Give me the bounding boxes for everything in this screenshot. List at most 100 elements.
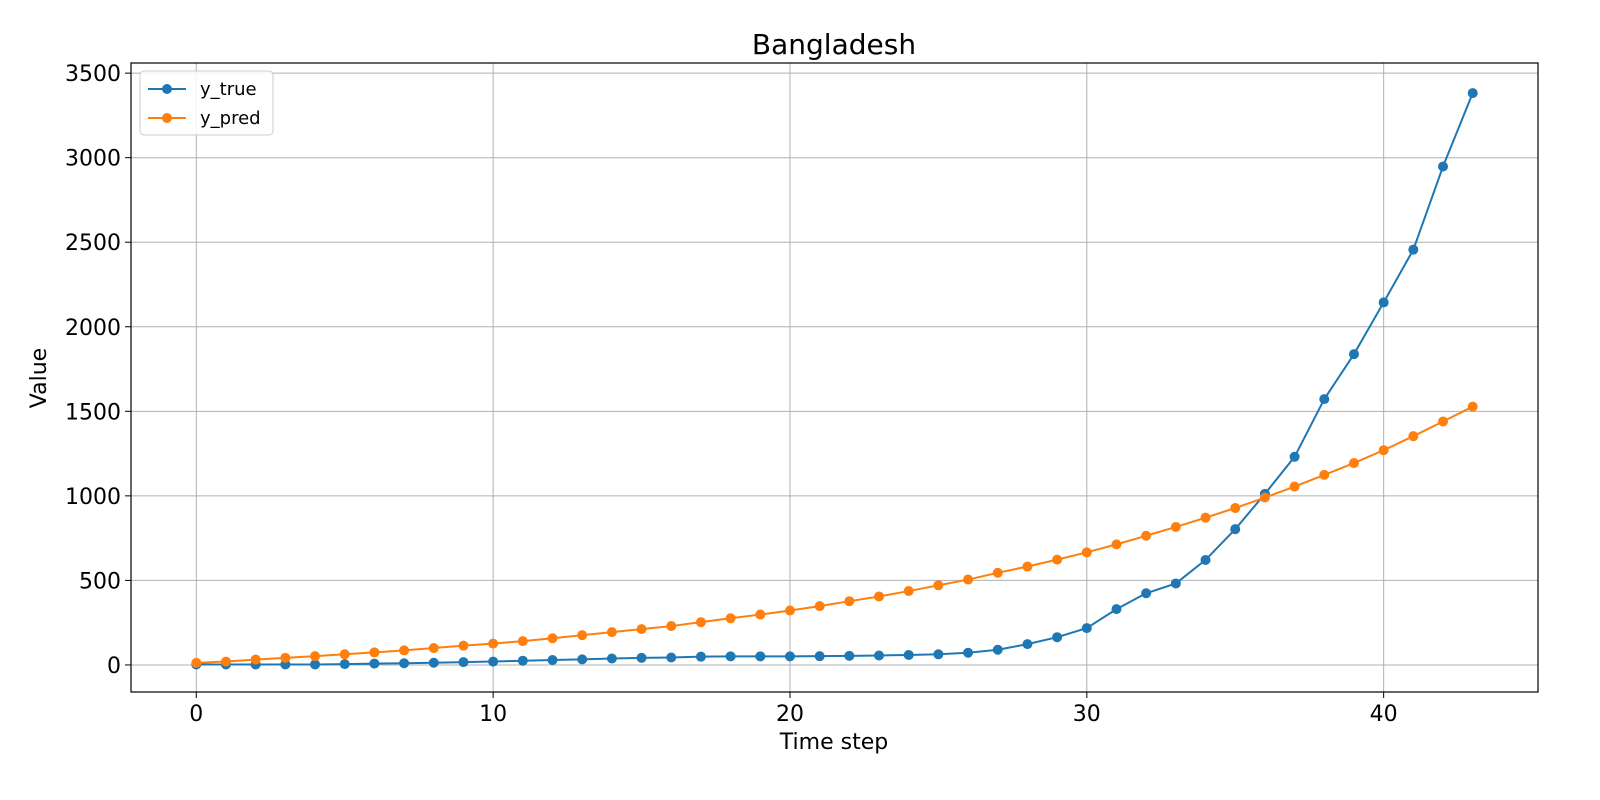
data-point-y_true bbox=[666, 652, 677, 663]
y-tick-label: 2500 bbox=[65, 231, 121, 256]
data-point-y_pred bbox=[1111, 539, 1122, 550]
data-point-y_true bbox=[488, 656, 499, 667]
plot-frame bbox=[130, 62, 1539, 693]
y-tick-label: 3500 bbox=[65, 62, 121, 87]
data-point-y_pred bbox=[1408, 431, 1419, 442]
data-point-y_pred bbox=[903, 586, 914, 597]
series-y_pred bbox=[191, 401, 1478, 668]
y-axis-ticks: 0 500 1000 1500 2000 2500 3000 3500 bbox=[65, 62, 131, 679]
data-point-y_pred bbox=[1052, 554, 1063, 565]
data-point-y_true bbox=[755, 651, 766, 662]
data-point-y_true bbox=[636, 652, 647, 663]
data-point-y_pred bbox=[191, 657, 202, 668]
legend: y_true y_pred bbox=[139, 70, 274, 136]
x-tick-label: 10 bbox=[479, 702, 507, 727]
data-point-y_pred bbox=[963, 574, 974, 585]
y-axis-label: Value bbox=[27, 348, 52, 408]
data-point-y_pred bbox=[517, 636, 528, 647]
data-point-y_pred bbox=[784, 605, 795, 616]
data-point-y_pred bbox=[1200, 512, 1211, 523]
data-point-y_true bbox=[1081, 623, 1092, 634]
data-point-y_pred bbox=[310, 651, 321, 662]
y-tick-label: 2000 bbox=[65, 316, 121, 341]
y-tick-label: 1500 bbox=[65, 400, 121, 425]
data-point-y_true bbox=[1289, 451, 1300, 462]
data-point-y_true bbox=[874, 650, 885, 661]
y-tick-label: 3000 bbox=[65, 147, 121, 172]
x-tick-label: 30 bbox=[1073, 702, 1101, 727]
grid-lines bbox=[131, 63, 1538, 692]
data-point-y_pred bbox=[399, 645, 410, 656]
data-point-y_true bbox=[399, 658, 410, 669]
data-point-y_true bbox=[1319, 394, 1330, 405]
data-point-y_pred bbox=[755, 609, 766, 620]
data-point-y_true bbox=[1170, 578, 1181, 589]
data-point-y_pred bbox=[280, 652, 291, 663]
data-point-y_true bbox=[310, 659, 321, 670]
data-point-y_pred bbox=[369, 647, 380, 658]
data-point-y_pred bbox=[844, 596, 855, 607]
data-point-y_pred bbox=[606, 627, 617, 638]
data-point-y_true bbox=[1378, 297, 1389, 308]
data-point-y_true bbox=[1200, 554, 1211, 565]
y-tick-label: 500 bbox=[79, 569, 121, 594]
legend-marker-y_true bbox=[162, 84, 172, 94]
data-point-y_pred bbox=[1348, 458, 1359, 469]
data-point-y_true bbox=[1438, 161, 1449, 172]
data-point-y_true bbox=[1052, 632, 1063, 643]
data-point-y_pred bbox=[547, 633, 558, 644]
series-line-y_true bbox=[196, 92, 1474, 666]
x-tick-label: 40 bbox=[1370, 702, 1398, 727]
data-point-y_pred bbox=[1438, 416, 1449, 427]
data-point-y_true bbox=[725, 651, 736, 662]
data-point-y_pred bbox=[725, 613, 736, 624]
data-point-y_pred bbox=[458, 640, 469, 651]
data-point-y_pred bbox=[933, 580, 944, 591]
data-point-y_pred bbox=[1170, 521, 1181, 532]
data-point-y_pred bbox=[992, 567, 1003, 578]
data-point-y_true bbox=[369, 658, 380, 669]
data-point-y_pred bbox=[1141, 530, 1152, 541]
data-point-y_pred bbox=[636, 624, 647, 635]
legend-label-y_true: y_true bbox=[200, 79, 257, 100]
data-point-y_pred bbox=[339, 649, 350, 660]
data-point-y_pred bbox=[695, 617, 706, 628]
y-tick-label: 0 bbox=[107, 654, 121, 679]
data-point-y_pred bbox=[220, 656, 231, 667]
x-tick-label: 0 bbox=[189, 702, 203, 727]
series-layer bbox=[191, 88, 1478, 670]
data-point-y_pred bbox=[1230, 503, 1241, 514]
data-point-y_pred bbox=[1259, 492, 1270, 503]
data-point-y_pred bbox=[1467, 401, 1478, 412]
data-point-y_pred bbox=[1081, 547, 1092, 558]
data-point-y_true bbox=[814, 651, 825, 662]
data-point-y_true bbox=[933, 649, 944, 660]
series-line-y_pred bbox=[196, 405, 1474, 664]
y-tick-label: 1000 bbox=[65, 485, 121, 510]
data-point-y_true bbox=[606, 653, 617, 664]
data-point-y_true bbox=[1141, 588, 1152, 599]
data-point-y_true bbox=[844, 650, 855, 661]
data-point-y_true bbox=[992, 644, 1003, 655]
data-point-y_pred bbox=[250, 654, 261, 665]
data-point-y_true bbox=[1111, 604, 1122, 615]
data-point-y_pred bbox=[1319, 469, 1330, 480]
data-point-y_true bbox=[1230, 524, 1241, 535]
data-point-y_true bbox=[963, 647, 974, 658]
x-tick-label: 20 bbox=[776, 702, 804, 727]
data-point-y_true bbox=[547, 655, 558, 666]
data-point-y_true bbox=[577, 654, 588, 665]
legend-label-y_pred: y_pred bbox=[200, 108, 261, 129]
legend-marker-y_pred bbox=[162, 113, 172, 123]
series-y_true bbox=[191, 88, 1478, 670]
data-point-y_true bbox=[1408, 244, 1419, 255]
chart-title: Bangladesh bbox=[752, 28, 916, 61]
data-point-y_true bbox=[695, 651, 706, 662]
data-point-y_pred bbox=[814, 601, 825, 612]
data-point-y_true bbox=[784, 651, 795, 662]
data-point-y_pred bbox=[874, 591, 885, 602]
data-point-y_pred bbox=[577, 630, 588, 641]
data-point-y_true bbox=[1022, 639, 1033, 650]
